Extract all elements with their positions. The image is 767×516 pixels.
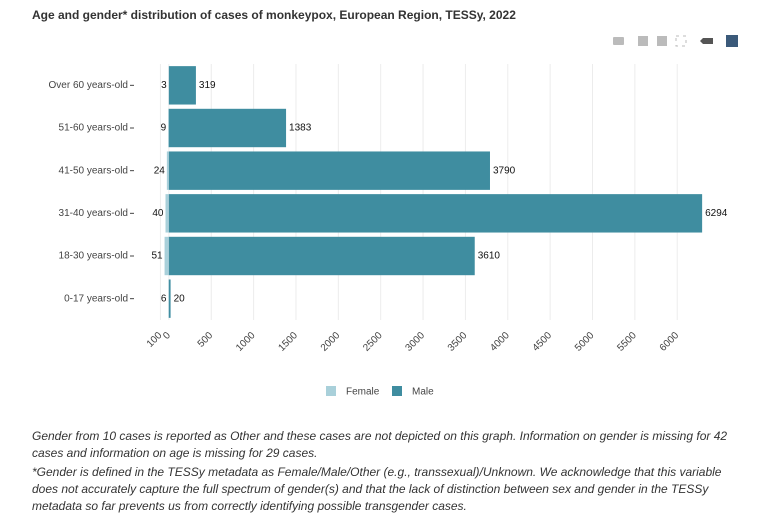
bar <box>168 108 287 148</box>
y-tick-label: 41-50 years-old <box>59 165 128 176</box>
y-tick-label: 18-30 years-old <box>59 251 128 262</box>
legend: Female Male <box>326 386 434 398</box>
y-tick-label: Over 60 years-old <box>49 80 128 91</box>
camera-icon[interactable] <box>613 37 624 45</box>
data-label: 3 <box>161 80 167 91</box>
x-tick-label: 2500 <box>361 330 385 354</box>
zoom-in-icon[interactable] <box>638 36 648 46</box>
data-label: 6 <box>161 293 167 304</box>
bar <box>168 279 169 318</box>
data-label: 3790 <box>493 165 516 176</box>
x-tick-label: 3500 <box>446 330 470 354</box>
data-label: 9 <box>161 123 167 134</box>
data-label: 24 <box>154 165 166 176</box>
note: Gender from 10 cases is reported as Othe… <box>32 429 728 460</box>
bar <box>168 194 703 233</box>
plotly-icon[interactable] <box>726 35 738 47</box>
y-tick-label: 31-40 years-old <box>59 208 128 219</box>
x-tick-label: 0 <box>161 330 173 342</box>
note: *Gender is defined in the TESSy metadata… <box>32 465 722 513</box>
data-label: 20 <box>174 293 186 304</box>
bar <box>168 108 169 148</box>
x-tick-label: 4500 <box>531 330 555 354</box>
bar <box>164 236 169 276</box>
hover-icon[interactable] <box>700 38 713 44</box>
data-label: 6294 <box>705 208 728 219</box>
x-tick-label: 500 <box>196 330 216 350</box>
chart-title: Age and gender* distribution of cases of… <box>32 8 516 22</box>
data-label: 40 <box>152 208 164 219</box>
bar <box>166 151 169 190</box>
y-tick-label: 51-60 years-old <box>59 123 128 134</box>
x-tick-label: 1000 <box>234 330 258 354</box>
y-tick-label: 0-17 years-old <box>64 293 128 304</box>
legend-swatch <box>392 386 402 396</box>
toolbar[interactable] <box>613 35 738 47</box>
x-tick-label: 5500 <box>615 330 639 354</box>
chart: Age and gender* distribution of cases of… <box>32 8 738 398</box>
zoom-out-icon[interactable] <box>657 36 667 46</box>
legend-swatch <box>326 386 336 396</box>
legend-label: Male <box>412 387 434 398</box>
x-tick-label: 4000 <box>488 330 512 354</box>
x-tick-label: 5000 <box>573 330 597 354</box>
bar <box>168 236 475 276</box>
bar <box>168 66 196 105</box>
bar <box>168 151 490 190</box>
legend-label: Female <box>346 387 380 398</box>
x-tick-label: 6000 <box>658 330 682 354</box>
data-label: 1383 <box>289 123 312 134</box>
data-label: 3610 <box>478 251 501 262</box>
x-tick-label: 2000 <box>319 330 343 354</box>
data-label: 319 <box>199 80 216 91</box>
x-tick-label: 1500 <box>276 330 300 354</box>
data-label: 51 <box>151 251 163 262</box>
bar <box>165 194 169 233</box>
reset-icon[interactable] <box>675 35 687 47</box>
x-tick-label: 3000 <box>404 330 428 354</box>
bar <box>168 279 171 318</box>
